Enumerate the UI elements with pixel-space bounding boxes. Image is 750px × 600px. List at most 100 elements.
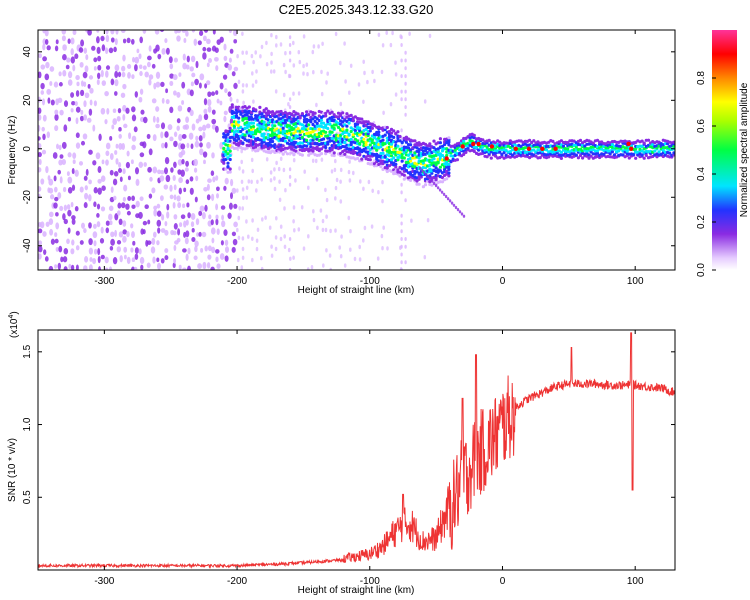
spectrogram-cell bbox=[173, 194, 177, 201]
spectrogram-cell bbox=[38, 240, 43, 246]
spectrogram-cell bbox=[136, 48, 140, 54]
spectrogram-cell bbox=[226, 165, 230, 169]
spectrogram-cell bbox=[38, 136, 41, 141]
spectrogram-cell bbox=[339, 179, 342, 184]
spectrogram-cell bbox=[210, 170, 215, 176]
spectrogram-cell bbox=[270, 51, 273, 57]
spectrogram-cell bbox=[381, 138, 385, 142]
spectrogram-cell bbox=[400, 159, 404, 163]
spectrogram-cell bbox=[75, 264, 79, 270]
spectrogram-cell bbox=[122, 220, 127, 227]
spectrogram-cell bbox=[230, 135, 234, 139]
spectrogram-cell bbox=[400, 140, 404, 145]
spectrogram-cell bbox=[434, 184, 438, 188]
spectrogram-cell bbox=[157, 262, 161, 270]
spectrogram-cell bbox=[538, 156, 542, 160]
spectrogram-cell bbox=[278, 197, 282, 202]
spectrogram-cell bbox=[96, 36, 100, 44]
spectrogram-cell bbox=[204, 204, 208, 212]
spectrogram-cell bbox=[358, 152, 362, 156]
spectrogram-cell bbox=[381, 246, 384, 251]
spectrogram-cell bbox=[284, 188, 287, 193]
spectrogram-cell bbox=[133, 126, 138, 133]
spectrogram-cell bbox=[312, 217, 316, 223]
spectrogram-cell bbox=[83, 175, 88, 181]
spectrogram-cell bbox=[285, 152, 290, 156]
spectrogram-cell bbox=[146, 133, 151, 139]
spectrogram-cell bbox=[58, 159, 63, 166]
spectrogram-cell bbox=[178, 177, 183, 184]
spectrogram-cell bbox=[249, 115, 253, 120]
spectrogram-cell bbox=[78, 47, 84, 53]
spectrogram-cell bbox=[402, 166, 406, 170]
colorbar: 0.0 0.2 0.4 0.6 0.8 Normalized spectral ampl… bbox=[696, 30, 750, 277]
spectrogram-cell bbox=[195, 135, 199, 141]
spectrogram-cell bbox=[228, 149, 232, 153]
spectrogram-cell bbox=[404, 81, 407, 86]
spectrogram-cell bbox=[232, 238, 238, 246]
spectrogram-cell bbox=[270, 244, 273, 249]
spectrogram-cell bbox=[260, 44, 264, 50]
spectrogram-cell bbox=[71, 215, 76, 220]
spectrogram-cell bbox=[400, 58, 403, 63]
spectrogram-cell bbox=[432, 139, 436, 143]
spectrogram-cell bbox=[334, 196, 337, 201]
spectrogram-cell bbox=[152, 134, 157, 142]
spectrogram-cell bbox=[40, 82, 45, 90]
spectrogram-cell bbox=[447, 162, 451, 166]
spectrogram-cell bbox=[83, 228, 87, 234]
spectrogram-cell bbox=[66, 238, 70, 245]
spectrogram-cell bbox=[534, 154, 538, 158]
spectrogram-cell bbox=[274, 89, 278, 94]
spectrogram-cell bbox=[368, 143, 372, 147]
spectrogram-cell bbox=[277, 166, 281, 172]
spectrogram-cell bbox=[180, 143, 186, 150]
spectrogram-cell bbox=[167, 124, 173, 131]
spectrogram-cell bbox=[287, 102, 290, 107]
spectrogram-cell bbox=[233, 66, 239, 72]
spectrogram-cell bbox=[193, 255, 198, 261]
spectrogram-cell bbox=[485, 145, 489, 149]
spectrogram-cell bbox=[255, 69, 258, 74]
spectrogram-cell bbox=[114, 150, 118, 155]
spectrogram-cell bbox=[161, 97, 165, 104]
spectrogram-cell bbox=[173, 90, 177, 96]
spectrogram-cell bbox=[256, 149, 260, 153]
spectrogram-cell bbox=[61, 141, 67, 149]
spectrogram-cell bbox=[185, 30, 189, 37]
spectrogram-cell bbox=[193, 158, 198, 167]
spectrogram-cell bbox=[400, 252, 403, 257]
spectrogram-cell bbox=[62, 54, 67, 61]
spectrogram-cell bbox=[404, 244, 407, 249]
spectrogram-cell bbox=[271, 134, 275, 138]
spectrogram-cell bbox=[256, 118, 260, 122]
spectrogram-cell bbox=[224, 167, 228, 171]
spectrogram-cell bbox=[284, 69, 287, 75]
spectrogram-cell bbox=[58, 82, 63, 87]
spectrogram-cell bbox=[182, 267, 187, 270]
spectrogram-cell bbox=[661, 148, 665, 152]
spectrogram-cell bbox=[251, 71, 254, 76]
spectrogram-cell bbox=[460, 147, 464, 151]
spectrogram-cell bbox=[159, 175, 165, 182]
spectrogram-cell bbox=[194, 245, 198, 253]
spectrogram-cell bbox=[240, 159, 243, 165]
spectrogram-cell bbox=[125, 203, 130, 210]
spectrogram-cell bbox=[322, 121, 326, 125]
spectrogram-cell bbox=[538, 144, 542, 148]
spectrogram-cell bbox=[223, 229, 228, 236]
spectrogram-cell bbox=[307, 234, 310, 239]
spectrogram-cell bbox=[203, 108, 208, 115]
spectrogram-cell bbox=[61, 35, 66, 42]
spectrogram-cell bbox=[89, 257, 93, 262]
spectrogram-cell bbox=[48, 218, 54, 225]
spectrogram-cell bbox=[118, 142, 123, 150]
spectrogram-cell bbox=[375, 148, 379, 152]
spectrogram-cell bbox=[177, 169, 182, 175]
spectrogram-cell bbox=[404, 112, 407, 117]
spectrogram-cell bbox=[147, 166, 152, 173]
spectrogram-cell bbox=[38, 53, 42, 59]
spectrogram-cell bbox=[325, 80, 328, 85]
spectrogram-cell bbox=[122, 168, 126, 175]
spectrogram-cell bbox=[383, 133, 387, 137]
